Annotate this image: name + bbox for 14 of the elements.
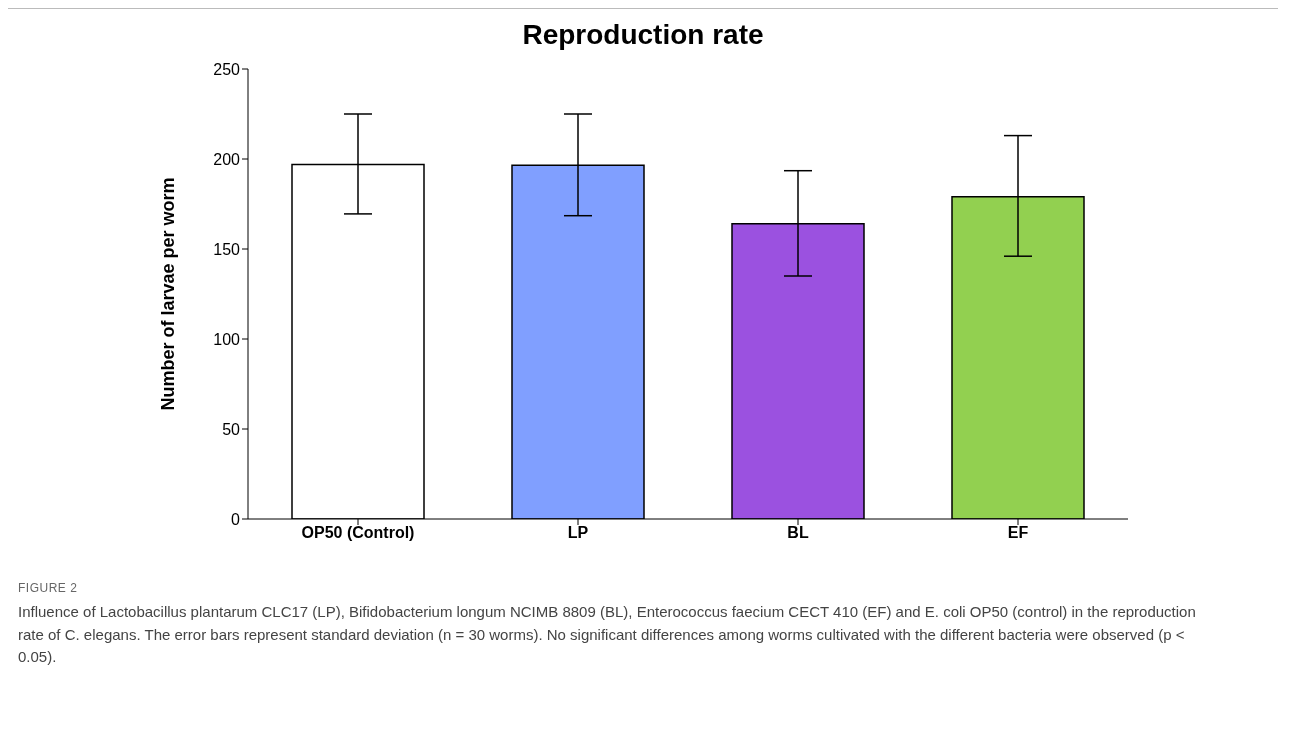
y-tick-label: 50 [222, 420, 241, 438]
x-tick-label: BL [787, 524, 809, 542]
x-tick-label: OP50 (Control) [301, 524, 415, 542]
caption: FIGURE 2 [18, 580, 79, 597]
y-axis-title: Number of larvae per worm [158, 177, 179, 411]
x-tick-label: LP [567, 524, 589, 542]
y-tick-label: 200 [213, 150, 241, 168]
x-tick-label: EF [1007, 524, 1029, 542]
chart-title: Reproduction rate [521, 19, 765, 52]
text: Influence of Lactobacillus plantarum CLC17 (LP), Bifidobacterium longum NCIMB 8809 (BL), Enterococcus faecium CECT 410 (EF) and E. coli OP50 (control) in the reproduction rate of C. elegans. The error bars represent standard deviation (n = 30 worms). No significant differences among worms cultivated with the different bacteria were observed (p < 0.05). [18, 602, 1197, 667]
y-tick-label: 150 [213, 240, 241, 258]
y-tick-label: 100 [213, 330, 241, 348]
y-tick-label: 250 [213, 60, 241, 78]
y-tick-label: 0 [231, 510, 241, 528]
